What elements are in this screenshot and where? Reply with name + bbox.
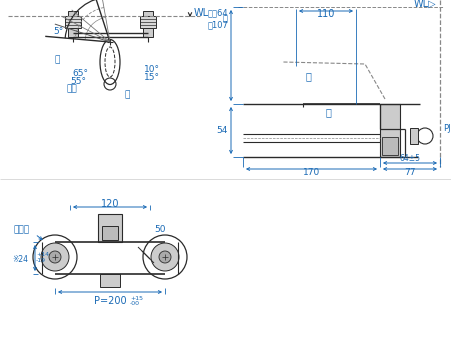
Text: +15: +15 xyxy=(130,296,143,301)
Bar xyxy=(143,28,152,37)
Text: 170: 170 xyxy=(302,169,319,177)
Bar xyxy=(140,16,156,28)
Text: 110: 110 xyxy=(316,9,335,19)
Text: 取付脆: 取付脆 xyxy=(14,226,30,234)
Text: 水: 水 xyxy=(124,90,129,100)
Bar xyxy=(68,28,78,37)
Bar xyxy=(102,226,118,240)
Text: +14: +14 xyxy=(36,252,49,258)
Text: WL: WL xyxy=(193,8,209,18)
Circle shape xyxy=(159,251,170,263)
Text: 開: 開 xyxy=(304,71,310,81)
Bar xyxy=(100,274,120,287)
Text: 閉: 閉 xyxy=(324,107,330,117)
Bar xyxy=(409,128,417,144)
Bar xyxy=(143,11,152,16)
Text: 65°: 65° xyxy=(72,69,88,78)
Text: 50: 50 xyxy=(154,226,166,234)
Text: ※24: ※24 xyxy=(12,256,28,264)
Text: 54: 54 xyxy=(216,126,227,135)
Text: 5°: 5° xyxy=(53,26,63,36)
Text: 77: 77 xyxy=(403,169,415,177)
Text: 64±5: 64±5 xyxy=(399,155,419,163)
Bar xyxy=(68,11,78,16)
Text: 温: 温 xyxy=(54,56,60,64)
Circle shape xyxy=(41,243,69,271)
Bar xyxy=(379,104,399,157)
Circle shape xyxy=(151,243,179,271)
Text: PJ½: PJ½ xyxy=(442,125,451,133)
Bar xyxy=(65,16,81,28)
Text: 15°: 15° xyxy=(144,73,160,82)
Text: -19: -19 xyxy=(36,258,46,263)
Bar xyxy=(381,137,397,155)
Text: 混合: 混合 xyxy=(66,84,77,94)
Text: 120: 120 xyxy=(101,199,119,209)
Text: ～: ～ xyxy=(222,14,227,24)
Text: 開107: 開107 xyxy=(207,20,227,30)
Bar xyxy=(98,214,122,242)
Text: P=200: P=200 xyxy=(93,296,126,306)
Text: 10°: 10° xyxy=(144,64,160,74)
Text: WL▷: WL▷ xyxy=(413,0,435,9)
Text: -00: -00 xyxy=(130,301,140,306)
Text: 55°: 55° xyxy=(70,76,86,86)
Circle shape xyxy=(49,251,61,263)
Text: 閉コ64: 閉コ64 xyxy=(207,8,227,18)
